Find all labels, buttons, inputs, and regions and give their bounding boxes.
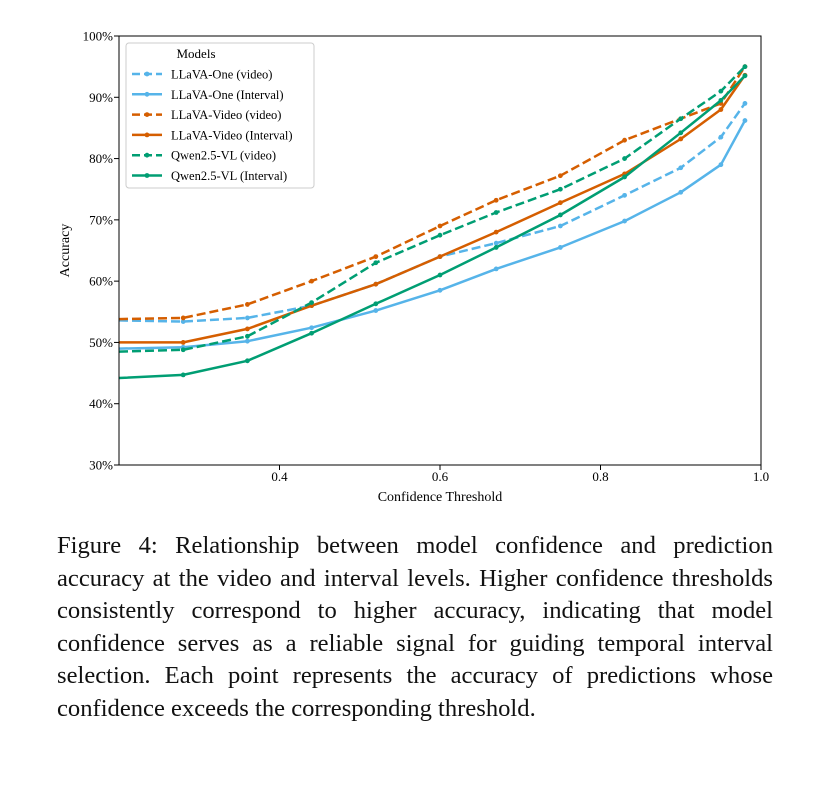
series-point	[437, 272, 443, 278]
series-point	[557, 173, 563, 179]
series-point	[245, 338, 250, 344]
series-point	[180, 347, 186, 353]
y-axis-label: Accuracy	[58, 224, 73, 278]
y-tick-label: 80%	[89, 151, 113, 166]
legend-items: LLaVA-One (video) LLaVA-One (Interval) LLa…	[132, 68, 293, 183]
series-point	[309, 325, 314, 331]
series-point	[373, 260, 379, 266]
series-point	[309, 330, 314, 336]
series-point	[437, 232, 443, 238]
series-line	[118, 74, 746, 380]
series-point	[718, 134, 724, 140]
series-point	[373, 308, 379, 313]
figure-caption: Figure 4: Relationship between model con…	[57, 532, 773, 722]
legend: Models LLaVA-One (video) LLaVA-One (Inter…	[125, 42, 315, 189]
series-point	[622, 218, 627, 224]
series-point	[373, 281, 379, 287]
series-point	[718, 162, 724, 168]
legend-marker	[144, 132, 150, 138]
series-point	[557, 223, 563, 229]
series-point	[622, 137, 627, 143]
series-point	[180, 319, 186, 324]
series-point	[557, 186, 563, 192]
legend-marker	[144, 91, 150, 97]
y-tick-label: 90%	[89, 90, 113, 105]
y-tick-label: 30%	[89, 458, 113, 473]
series-point	[493, 266, 499, 272]
series-point	[437, 223, 443, 229]
series-point	[245, 358, 250, 364]
series-point	[678, 136, 684, 142]
series-point	[622, 192, 627, 198]
legend-label: LLaVA-Video (Interval)	[171, 128, 293, 142]
ticks-layer: 0.4 0.6 0.8 1.0 30% 40% 50% 60% 70% 80% 90% 100%	[83, 29, 769, 485]
series-line	[118, 120, 746, 350]
legend-marker	[144, 152, 150, 158]
x-axis-label: Confidence Threshold	[378, 490, 503, 505]
series-point	[678, 116, 684, 122]
series-point	[678, 130, 684, 136]
series-point	[180, 315, 186, 321]
x-tick-label: 0.6	[432, 469, 449, 484]
series-line	[119, 74, 746, 344]
series-point	[309, 300, 314, 305]
series-point	[718, 107, 724, 112]
y-tick-label: 40%	[89, 396, 113, 411]
y-tick-label: 60%	[89, 274, 113, 289]
series-point	[493, 240, 499, 246]
legend-title: Models	[177, 46, 216, 61]
series-line	[118, 65, 746, 321]
series-point	[622, 156, 627, 161]
y-tick-label: 50%	[89, 335, 113, 350]
series-point	[678, 189, 684, 195]
series-point	[678, 165, 684, 171]
series-point	[180, 372, 186, 378]
series-point	[309, 278, 314, 284]
series-point	[245, 333, 250, 339]
series-point	[245, 302, 250, 307]
series-point	[718, 88, 724, 94]
legend-label: Qwen2.5-VL (Interval)	[171, 169, 287, 183]
x-tick-label: 0.4	[271, 469, 288, 484]
legend-box	[125, 42, 315, 189]
series-point	[622, 174, 627, 180]
y-tick-label: 70%	[89, 212, 113, 227]
series-line	[118, 102, 746, 323]
legend-marker	[144, 173, 150, 178]
series-point	[373, 254, 379, 260]
x-tick-label: 0.8	[592, 469, 608, 484]
series-point	[742, 64, 748, 70]
series-point	[557, 245, 563, 250]
series-point	[373, 301, 379, 307]
series-layer	[118, 64, 748, 380]
y-tick-label: 100%	[83, 29, 114, 44]
legend-marker	[144, 112, 150, 117]
series-point	[180, 340, 186, 345]
series-point	[437, 254, 443, 260]
legend-label: LLaVA-One (Interval)	[171, 88, 284, 102]
series-point	[557, 200, 563, 206]
x-tick-label: 1.0	[753, 469, 769, 484]
series-point	[493, 245, 499, 250]
series-line	[118, 65, 746, 353]
series-point	[493, 229, 499, 235]
legend-label: Qwen2.5-VL (video)	[171, 149, 276, 163]
accuracy-vs-confidence-chart: 0.4 0.6 0.8 1.0 30% 40% 50% 60% 70% 80% 90% 100% Co…	[58, 29, 769, 506]
series-point	[437, 287, 443, 293]
series-point	[493, 210, 499, 215]
legend-marker	[144, 71, 150, 77]
series-point	[742, 73, 748, 79]
series-point	[493, 197, 499, 203]
series-point	[742, 101, 748, 106]
series-point	[718, 97, 724, 103]
series-point	[557, 212, 563, 218]
legend-label: LLaVA-One (video)	[171, 68, 272, 82]
legend-label: LLaVA-Video (video)	[171, 108, 281, 122]
series-point	[245, 326, 250, 332]
series-point	[245, 315, 250, 321]
series-point	[742, 118, 748, 123]
